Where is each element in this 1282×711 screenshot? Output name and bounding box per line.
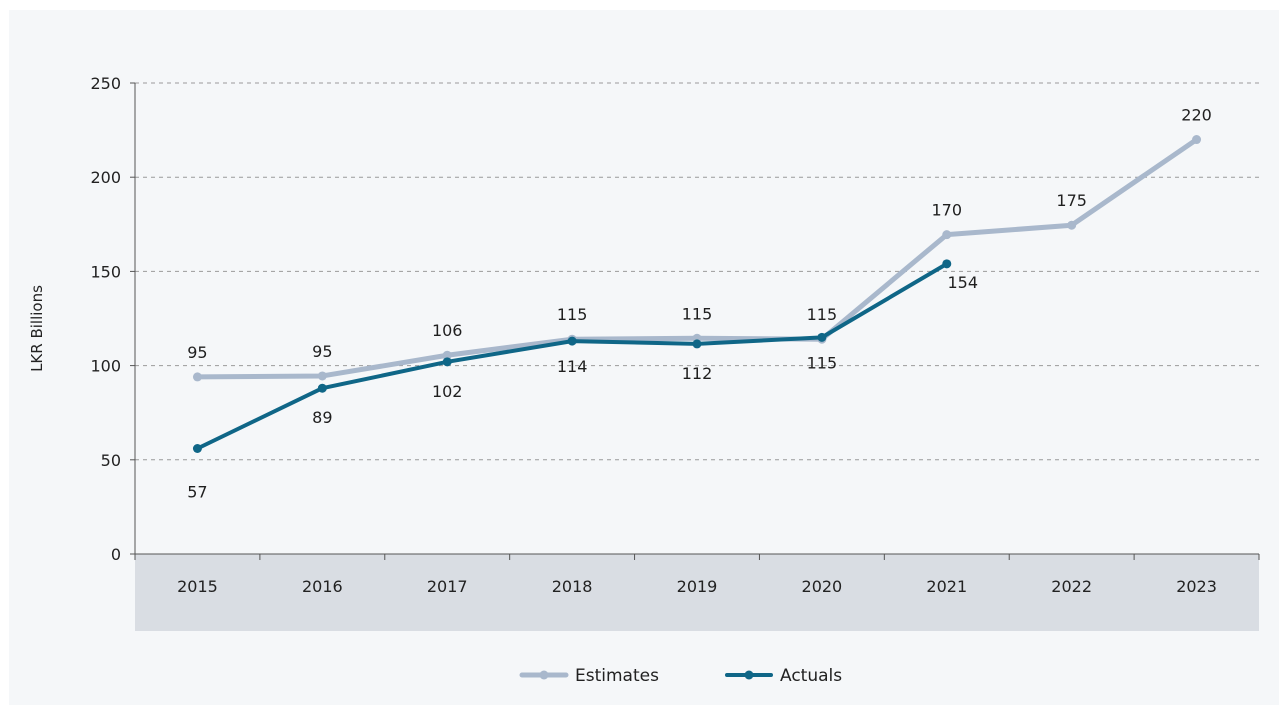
x-tick-label: 2021 [926,577,967,596]
data-point-actuals [942,259,952,269]
x-tick-label: 2016 [302,577,343,596]
data-label-actuals: 112 [682,364,713,383]
x-tick-label: 2018 [552,577,593,596]
data-point-estimates [442,350,452,360]
x-tick-label: 2019 [677,577,718,596]
data-point-estimates [192,372,202,382]
series-layer [192,135,1202,453]
y-tick-label: 150 [90,262,121,281]
data-label-actuals: 102 [432,382,463,401]
data-label-estimates: 175 [1056,191,1087,210]
data-point-actuals [192,443,202,453]
y-tick-label: 100 [90,357,121,376]
legend-label-actuals: Actuals [780,666,842,686]
y-axis-title: LKR Billions [28,285,46,372]
data-point-actuals [567,336,577,346]
data-label-estimates: 106 [432,321,463,340]
y-axis-ticks: 0 50 100 150 200 250 [90,74,135,564]
line-chart: 0 50 100 150 200 250 2015 2016 2017 2018 2019 2020… [28,74,1260,686]
data-label-estimates: 115 [557,305,588,324]
data-label-actuals: 89 [312,408,332,427]
data-label-estimates: 220 [1181,106,1212,125]
x-tick-label: 2017 [427,577,468,596]
x-tick-label: 2020 [802,577,843,596]
data-label-estimates: 95 [312,342,332,361]
x-tick-label: 2023 [1176,577,1217,596]
legend-marker-actuals [744,670,754,680]
data-label-actuals: 115 [807,353,838,372]
data-labels: 95 95 106 115 115 115 170 175 220 57 89 102 114 112 11… [187,106,1212,502]
y-tick-label: 200 [90,168,121,187]
x-axis-ticks: 2015 2016 2017 2018 2019 2020 2021 2022 2023 [134,554,1260,596]
data-point-estimates [942,230,952,240]
y-tick-label: 0 [111,545,121,564]
data-point-actuals [442,357,452,367]
y-tick-label: 50 [101,451,121,470]
data-point-estimates [317,371,327,381]
data-point-actuals [317,383,327,393]
data-point-estimates [1067,220,1077,230]
legend: Estimates Actuals [519,666,842,686]
x-tick-label: 2022 [1051,577,1092,596]
data-point-actuals [817,332,827,342]
data-label-actuals: 154 [948,273,979,292]
data-label-actuals: 57 [187,482,207,501]
data-point-actuals [692,339,702,349]
data-point-estimates [1192,135,1202,145]
data-label-estimates: 95 [187,343,207,362]
data-label-estimates: 115 [807,305,838,324]
data-label-estimates: 115 [682,304,713,323]
gridlines [135,82,1259,461]
chart-panel: 0 50 100 150 200 250 2015 2016 2017 2018 2019 2020… [9,10,1279,705]
x-tick-label: 2015 [177,577,218,596]
y-tick-label: 250 [90,74,121,93]
x-axis-band [135,554,1259,631]
data-label-estimates: 170 [932,201,963,220]
data-label-actuals: 114 [557,357,588,376]
legend-marker-estimates [539,670,549,680]
legend-label-estimates: Estimates [575,666,659,686]
